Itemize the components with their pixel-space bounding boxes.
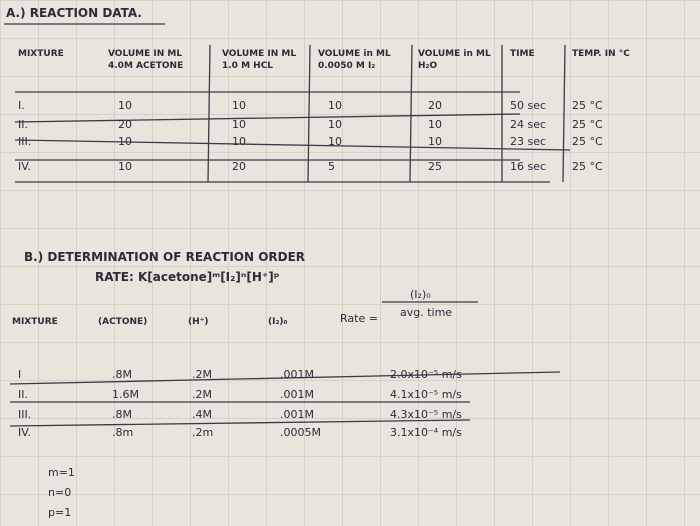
table-cell: 20 bbox=[428, 99, 442, 112]
table-cell: 10 bbox=[428, 118, 442, 131]
table-cell: .8M bbox=[112, 368, 132, 381]
table-cell: .001M bbox=[280, 408, 314, 421]
table-cell: 5 bbox=[328, 160, 335, 173]
rate-law: RATE: K[acetone]ᵐ[I₂]ⁿ[H⁺]ᵖ bbox=[95, 270, 280, 284]
table-cell: 3.1x10⁻⁴ m/s bbox=[390, 426, 462, 439]
column-header: VOLUME IN ML 1.0 M HCL bbox=[222, 49, 297, 71]
table-cell: 23 sec bbox=[510, 135, 547, 148]
table-cell: IV. bbox=[18, 426, 31, 439]
column-header: (H⁺) bbox=[188, 317, 209, 327]
table-cell: I bbox=[18, 368, 22, 381]
rate-denominator: avg. time bbox=[400, 306, 453, 319]
table-cell: 25 bbox=[428, 160, 442, 173]
table-cell: 10 bbox=[232, 99, 246, 112]
rate-numerator: (I₂)₀ bbox=[410, 288, 431, 301]
table-cell: 20 bbox=[232, 160, 246, 173]
column-header: VOLUME IN ML 4.0M ACETONE bbox=[108, 49, 184, 71]
table-cell: 25 °C bbox=[572, 160, 603, 173]
table-cell: 10 bbox=[118, 160, 132, 173]
table-cell: II. bbox=[18, 388, 28, 401]
table-cell: 10 bbox=[118, 135, 132, 148]
table-cell: 10 bbox=[328, 118, 342, 131]
column-header: MIXTURE bbox=[18, 49, 64, 59]
table-cell: III. bbox=[18, 135, 32, 148]
table-cell: 10 bbox=[232, 118, 246, 131]
column-header: (ACTONE) bbox=[98, 317, 148, 327]
table-cell: 25 °C bbox=[572, 99, 603, 112]
table-cell: 16 sec bbox=[510, 160, 547, 173]
table-cell: 50 sec bbox=[510, 99, 547, 112]
table-cell: .2m bbox=[192, 426, 214, 439]
table-cell: 10 bbox=[428, 135, 442, 148]
section-title: A.) REACTION DATA. bbox=[6, 6, 142, 20]
column-header: VOLUME in ML H₂O bbox=[418, 49, 491, 71]
column-header: VOLUME in ML 0.0050 M I₂ bbox=[318, 49, 391, 71]
table-cell: .2M bbox=[192, 368, 212, 381]
column-header: MIXTURE bbox=[12, 317, 58, 327]
table-cell: 10 bbox=[232, 135, 246, 148]
table-cell: .4M bbox=[192, 408, 212, 421]
section-title: B.) DETERMINATION OF REACTION ORDER bbox=[24, 250, 306, 264]
table-cell: 20 bbox=[118, 118, 132, 131]
rate-label: Rate = bbox=[340, 312, 378, 325]
table-cell: 25 °C bbox=[572, 118, 603, 131]
table-cell: .8m bbox=[112, 426, 134, 439]
table-cell: 25 °C bbox=[572, 135, 603, 148]
order-result: n=0 bbox=[48, 486, 72, 499]
order-result: m=1 bbox=[48, 466, 75, 479]
column-header: (I₂)₀ bbox=[268, 317, 288, 327]
table-cell: II. bbox=[18, 118, 28, 131]
order-result: p=1 bbox=[48, 506, 72, 519]
table-cell: III. bbox=[18, 408, 32, 421]
table-cell: 2.0x10⁻⁵ m/s bbox=[390, 368, 462, 381]
table-cell: 1.6M bbox=[112, 388, 139, 401]
table-cell: 24 sec bbox=[510, 118, 547, 131]
table-cell: .001M bbox=[280, 388, 314, 401]
table-cell: 10 bbox=[328, 99, 342, 112]
table-cell: .001M bbox=[280, 368, 314, 381]
column-header: TEMP. IN °C bbox=[572, 49, 630, 59]
table-cell: .8M bbox=[112, 408, 132, 421]
table-cell: 10 bbox=[118, 99, 132, 112]
table-cell: I. bbox=[18, 99, 25, 112]
table-cell: 4.1x10⁻⁵ m/s bbox=[390, 388, 462, 401]
table-cell: .0005M bbox=[280, 426, 321, 439]
table-cell: IV. bbox=[18, 160, 31, 173]
table-cell: .2M bbox=[192, 388, 212, 401]
column-header: TIME bbox=[510, 49, 535, 59]
table-cell: 10 bbox=[328, 135, 342, 148]
table-cell: 4.3x10⁻⁵ m/s bbox=[390, 408, 462, 421]
